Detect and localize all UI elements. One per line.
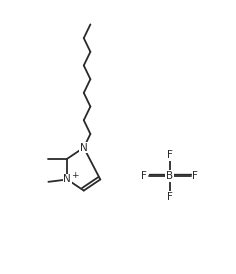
Text: B: B (166, 171, 173, 181)
Text: F: F (167, 192, 173, 202)
Text: F: F (193, 171, 198, 181)
Text: +: + (71, 171, 78, 180)
Text: N: N (80, 143, 88, 153)
Text: N: N (63, 175, 71, 184)
Text: F: F (167, 150, 173, 160)
Text: F: F (142, 171, 147, 181)
